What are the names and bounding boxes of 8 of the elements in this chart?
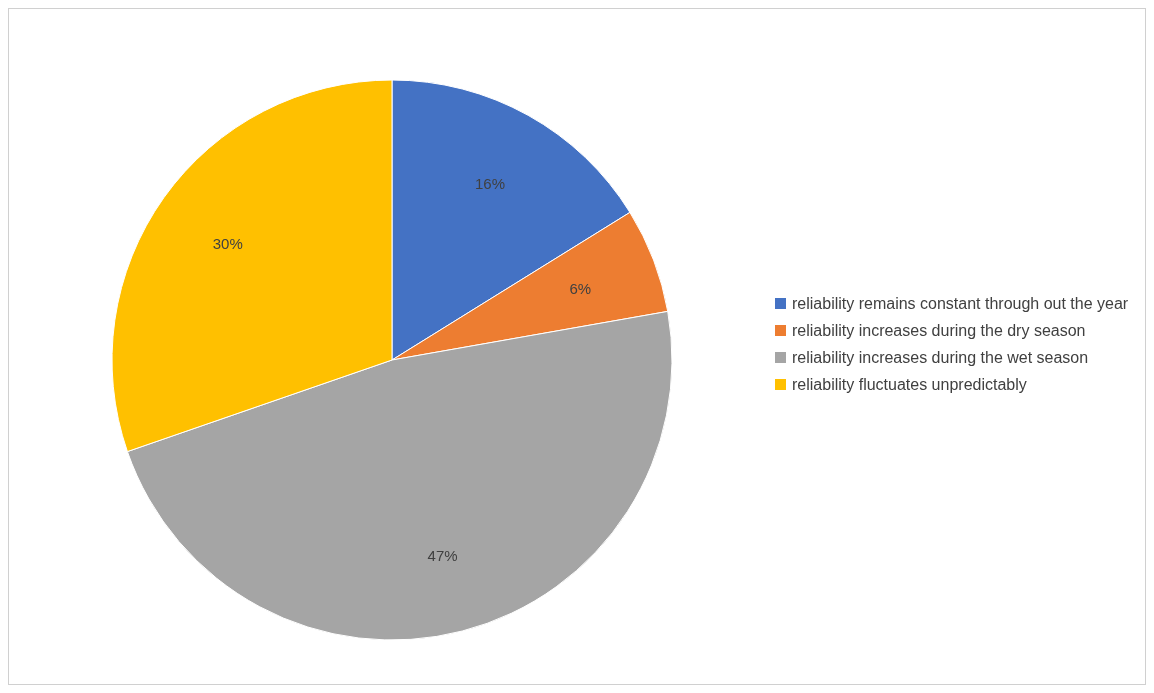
data-label: 30%	[212, 234, 243, 252]
data-label: 47%	[427, 546, 458, 564]
data-label: 6%	[569, 279, 592, 297]
legend-label: reliability fluctuates unpredictably	[792, 374, 1027, 395]
legend-label: reliability increases during the wet season	[792, 347, 1089, 368]
data-label: 16%	[475, 175, 506, 193]
legend-label: reliability remains constant through out the year	[792, 293, 1129, 314]
legend-label: reliability increases during the dry season	[792, 320, 1086, 341]
